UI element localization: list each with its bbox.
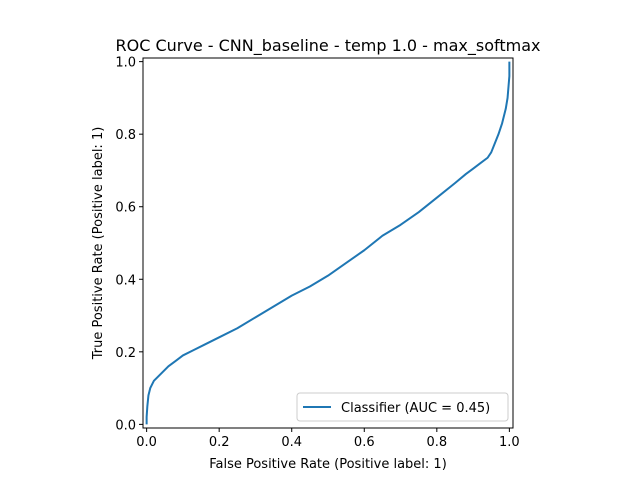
legend: Classifier (AUC = 0.45)	[296, 392, 509, 422]
y-tick-label: 0.2	[115, 346, 136, 361]
legend-label: Classifier (AUC = 0.45)	[341, 401, 490, 416]
x-tick-label: 0.2	[209, 435, 230, 450]
plot-frame	[142, 57, 514, 429]
x-axis-label: False Positive Rate (Positive label: 1)	[209, 457, 447, 472]
x-tick-label: 0.0	[136, 435, 157, 450]
y-tick-label: 1.0	[115, 56, 136, 71]
legend-box	[296, 392, 509, 422]
x-tick-label: 0.8	[426, 435, 447, 450]
y-tick-label: 0.6	[115, 201, 136, 216]
plot-area: 0.0 0.2 0.4 0.6 0.8 1.0 0.0 0.2 0.4 0.6 0.8 1.0	[115, 56, 519, 450]
y-tick-label: 0.8	[115, 128, 136, 143]
roc-curve-line	[145, 61, 511, 425]
chart-title: ROC Curve - CNN_baseline - temp 1.0 - ma…	[116, 36, 541, 56]
x-tick-label: 1.0	[499, 435, 520, 450]
y-tick-label: 0.4	[115, 273, 136, 288]
x-tick-label: 0.6	[354, 435, 375, 450]
x-tick-label: 0.4	[281, 435, 302, 450]
y-tick-label: 0.0	[115, 418, 136, 433]
y-axis-label: True Positive Rate (Positive label: 1)	[91, 127, 106, 361]
